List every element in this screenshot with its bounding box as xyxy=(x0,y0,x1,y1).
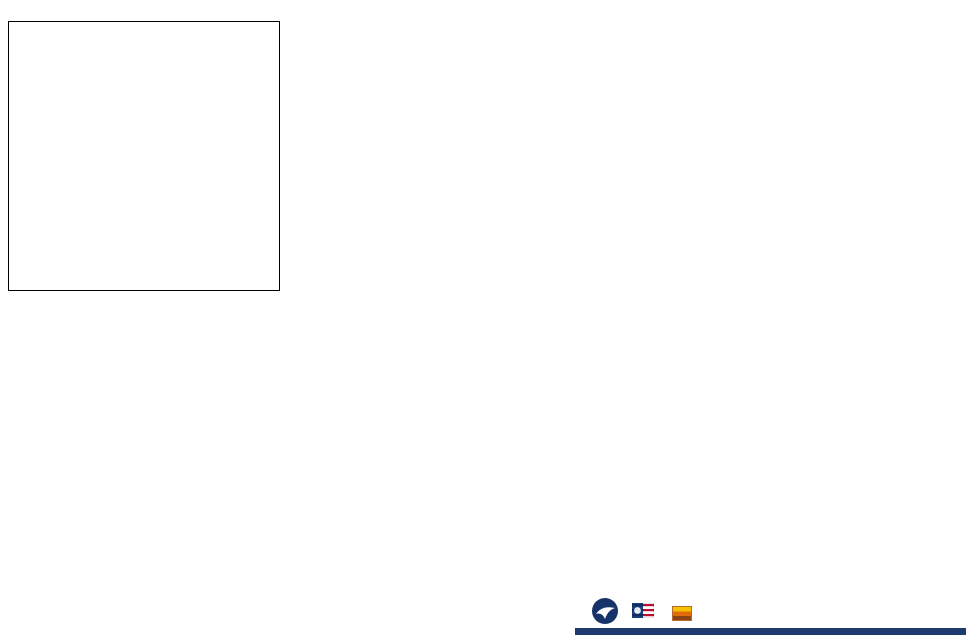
bottom-bar xyxy=(575,628,966,635)
fewsnet-flag-icon xyxy=(672,605,692,621)
usaid-flag-icon xyxy=(631,602,655,623)
fewsnet-logo xyxy=(672,605,696,621)
map-grid xyxy=(8,4,838,291)
usaid-logo xyxy=(631,602,658,623)
panel-title xyxy=(8,4,280,21)
sidebar xyxy=(842,30,966,74)
noaa-logo-icon xyxy=(592,597,618,629)
map-panel xyxy=(8,4,280,291)
map-canvas xyxy=(8,21,280,291)
legend xyxy=(842,348,968,354)
logo-bar xyxy=(578,597,696,629)
